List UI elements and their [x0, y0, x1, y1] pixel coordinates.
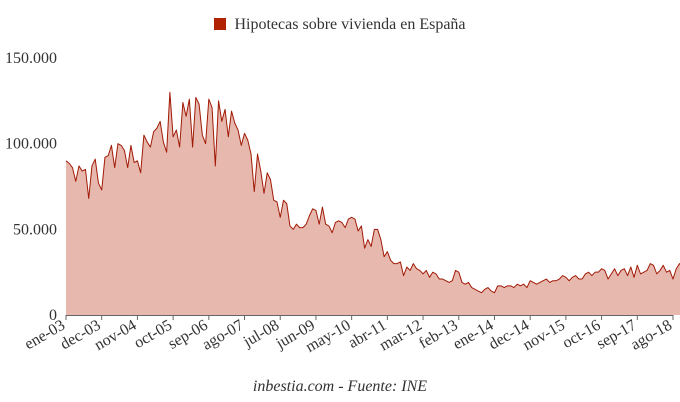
x-tick-label: nov-04 — [92, 317, 140, 354]
legend[interactable]: Hipotecas sobre vivienda en España — [0, 16, 680, 34]
x-tick-label: ago-18 — [628, 317, 675, 354]
y-tick-label: 150.000 — [5, 50, 57, 67]
series-area — [66, 92, 680, 315]
y-tick-label: 0 — [49, 307, 57, 324]
x-tick-label: oct-05 — [131, 317, 175, 352]
x-tick-label: ene-03 — [22, 317, 68, 353]
x-tick-label: ene-14 — [450, 317, 496, 353]
y-tick-label: 100.000 — [5, 136, 57, 153]
area-layer — [65, 91, 680, 315]
x-tick-label: ago-07 — [200, 317, 247, 354]
series-line — [65, 91, 680, 294]
legend-swatch — [214, 18, 227, 30]
y-axis: 0 50.000 100.000 150.000 — [5, 50, 57, 324]
x-axis: ene-03dec-03nov-04oct-05sep-06ago-07jul-… — [22, 315, 675, 356]
legend-label: Hipotecas sobre vivienda en España — [234, 16, 466, 33]
x-tick-label: oct-16 — [560, 317, 604, 352]
x-tick-label: jul-08 — [240, 317, 282, 351]
source-note: inbestia.com - Fuente: INE — [252, 378, 428, 395]
y-tick-label: 50.000 — [13, 221, 57, 238]
x-tick-label: nov-15 — [520, 317, 568, 354]
